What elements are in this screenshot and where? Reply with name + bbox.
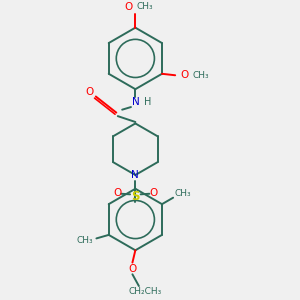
Text: O: O (86, 87, 94, 97)
Text: N: N (132, 98, 140, 107)
Text: CH₃: CH₃ (175, 189, 191, 198)
Text: CH₂CH₃: CH₂CH₃ (129, 287, 162, 296)
Text: O: O (149, 188, 158, 198)
Text: S: S (131, 190, 140, 202)
Text: O: O (124, 2, 132, 12)
Text: O: O (113, 188, 121, 198)
Text: O: O (128, 264, 136, 274)
Text: N: N (131, 170, 139, 180)
Text: CH₃: CH₃ (192, 71, 209, 80)
Text: CH₃: CH₃ (136, 2, 153, 11)
Text: H: H (144, 98, 151, 107)
Text: O: O (181, 70, 189, 80)
Text: CH₃: CH₃ (76, 236, 93, 245)
